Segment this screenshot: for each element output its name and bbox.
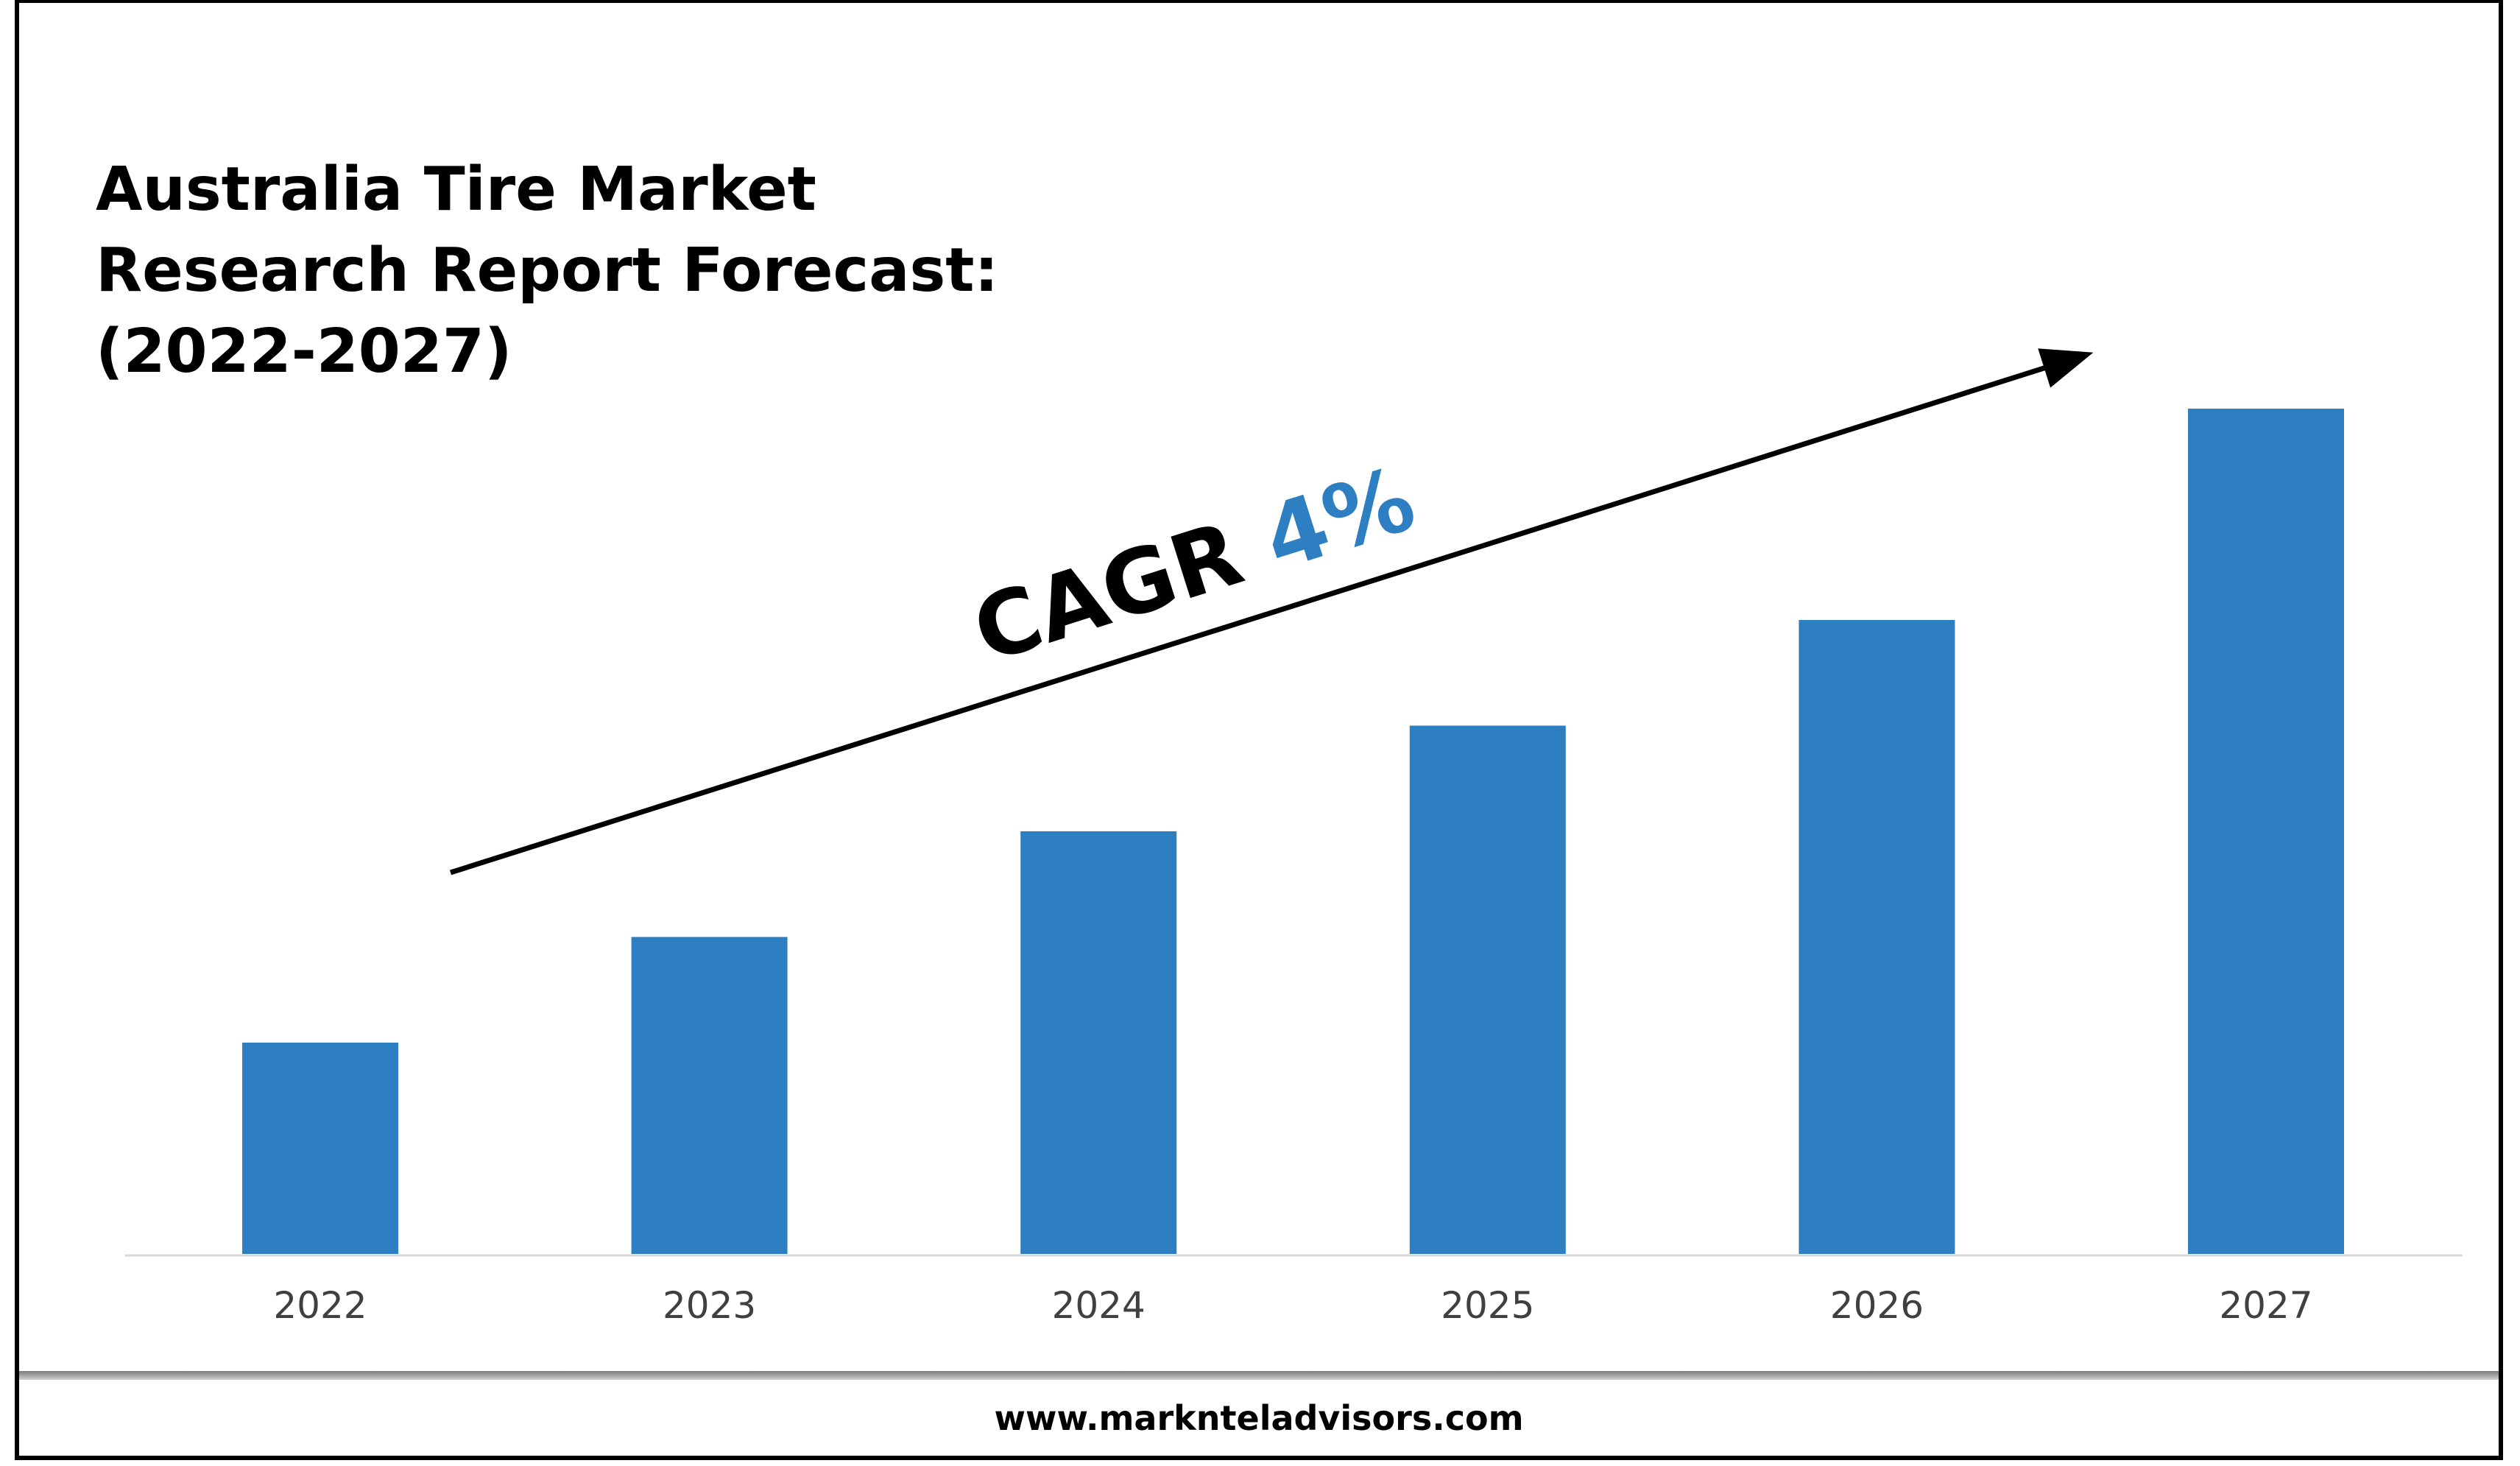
x-tick-label-2023: 2023 (663, 1284, 756, 1327)
chart-title-line-2: Research Report Forecast: (96, 236, 998, 306)
x-tick-label-2022: 2022 (273, 1284, 367, 1327)
trend-arrow (449, 348, 2094, 875)
x-tick-label-2025: 2025 (1441, 1284, 1534, 1327)
bar-2023 (631, 937, 788, 1254)
bar-2027 (2188, 409, 2344, 1254)
bar-2024 (1020, 831, 1177, 1254)
chart-title-line-1: Australia Tire Market (96, 155, 816, 225)
cagr-annotation: CAGR 4% (962, 448, 1426, 683)
x-tick-label-2024: 2024 (1052, 1284, 1146, 1327)
chart-frame (15, 0, 2503, 1460)
bar-2022 (242, 1043, 398, 1254)
cagr-label: CAGR (962, 493, 1283, 683)
x-axis-ticks: 2022 2023 2024 2025 2026 2027 (273, 1284, 2312, 1327)
bar-2026 (1799, 620, 1955, 1254)
footer-url: www.marknteladvisors.com (994, 1398, 1524, 1438)
bars (242, 409, 2344, 1254)
chart: Australia Tire Market Research Report Fo… (96, 155, 2463, 1327)
chart-title-line-3: (2022-2027) (96, 317, 512, 387)
x-tick-label-2027: 2027 (2219, 1284, 2312, 1327)
x-tick-label-2026: 2026 (1830, 1284, 1924, 1327)
bar-2025 (1409, 725, 1566, 1254)
footer-separator (19, 1371, 2499, 1380)
